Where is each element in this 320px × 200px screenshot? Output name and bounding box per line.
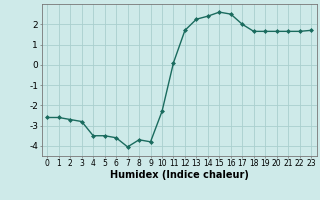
X-axis label: Humidex (Indice chaleur): Humidex (Indice chaleur)	[110, 170, 249, 180]
